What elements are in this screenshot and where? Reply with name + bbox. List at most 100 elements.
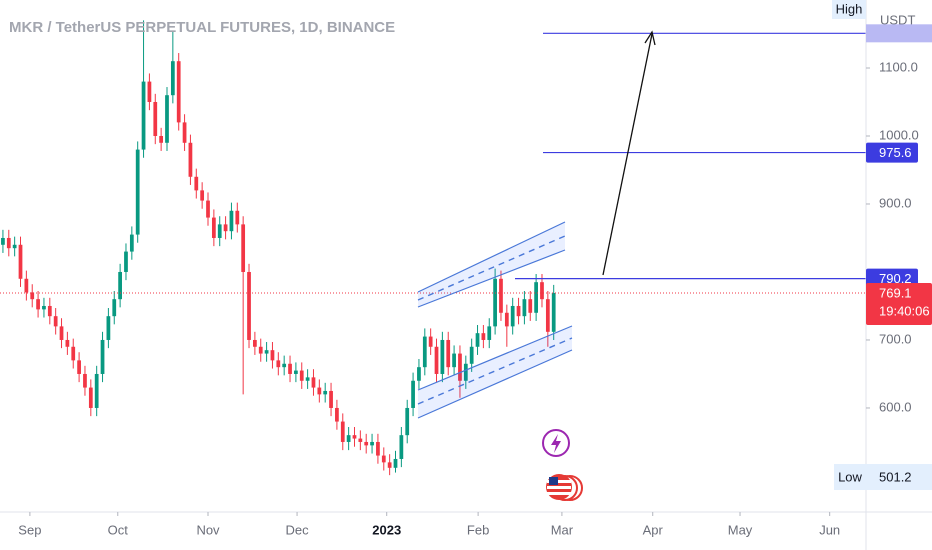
candle-body — [376, 441, 380, 456]
candle-body — [276, 360, 281, 368]
x-tick-label: Oct — [108, 522, 129, 537]
flag-icon[interactable] — [546, 474, 583, 501]
candle-body — [381, 455, 386, 463]
candle-body — [458, 353, 462, 381]
arrow-head — [644, 30, 656, 46]
y-tick-label: 1100.0 — [879, 59, 918, 74]
flag-stripe — [547, 480, 571, 483]
x-tick-label: Apr — [643, 522, 664, 537]
x-tick-label: Jun — [819, 522, 840, 537]
candle-body — [88, 387, 93, 408]
candle-body — [247, 271, 251, 340]
candle-body — [305, 377, 310, 381]
channel-line — [417, 325, 573, 391]
candle-body — [399, 435, 404, 459]
candle-body — [522, 299, 527, 317]
candle-body — [417, 367, 421, 381]
channel-upper — [417, 221, 566, 308]
x-tick-label: Nov — [196, 522, 220, 537]
candle-body — [83, 373, 87, 388]
high-tag: High — [836, 1, 863, 16]
arrow-line — [602, 33, 653, 276]
candle-body — [176, 61, 181, 123]
y-tick-label: 600.0 — [879, 399, 912, 414]
candle-body — [141, 81, 146, 150]
candle-body — [42, 305, 46, 310]
candle-body — [206, 200, 210, 218]
candle-body — [159, 135, 164, 143]
candle-body — [182, 122, 187, 143]
candle-body — [18, 244, 23, 279]
candle-body — [223, 224, 228, 232]
event-icon[interactable] — [542, 429, 570, 457]
channel-line — [417, 221, 566, 293]
candle-body — [65, 339, 70, 347]
channel-mid — [417, 337, 573, 405]
high-tag-box — [832, 0, 866, 19]
arrow — [602, 30, 656, 276]
candle-body — [24, 278, 29, 293]
candle-body — [194, 176, 199, 191]
flag-stripe — [547, 492, 571, 495]
chart-title: MKR / TetherUS PERPETUAL FUTURES, 1D, BI… — [9, 19, 395, 36]
candle-body — [540, 282, 544, 300]
channel-fill — [418, 222, 565, 307]
low-value: 501.2 — [879, 469, 912, 484]
level-price-box — [866, 142, 918, 163]
candle-body — [317, 387, 322, 395]
last-price-box — [866, 282, 932, 325]
x-tick-label: May — [728, 522, 753, 537]
low-tag: Low — [838, 469, 862, 484]
candle-body — [253, 339, 257, 347]
candle-body — [311, 377, 316, 388]
candle-body — [534, 282, 538, 313]
y-axis-label: USDT — [880, 12, 915, 27]
candle-body — [106, 316, 111, 340]
last-price-label: 769.1 — [879, 285, 912, 300]
candle-body — [516, 305, 521, 317]
candle-body — [411, 380, 415, 408]
candle-body — [346, 435, 351, 442]
candle-body — [405, 407, 410, 436]
candle-body — [258, 346, 263, 354]
candle-body — [428, 336, 433, 347]
candle-body — [475, 333, 480, 347]
x-tick-label: Feb — [467, 522, 489, 537]
candle-body — [53, 316, 58, 327]
candle-body — [299, 370, 304, 381]
candle-body — [71, 346, 76, 361]
candle-body — [387, 462, 392, 468]
channel-mid — [417, 235, 566, 301]
level-price-box — [866, 24, 932, 43]
candle-body — [364, 441, 369, 446]
channel-lower — [417, 325, 573, 419]
candle-body — [528, 299, 533, 313]
candle-body — [352, 435, 357, 439]
candle-body — [493, 278, 497, 327]
candle-body — [264, 350, 269, 354]
candle-body — [422, 336, 427, 368]
candle-body — [510, 305, 515, 327]
candle-body — [59, 326, 64, 340]
candle-body — [217, 224, 222, 238]
candle-body — [135, 149, 140, 235]
channel-line — [417, 349, 573, 419]
candle-body — [100, 339, 105, 374]
candle-body — [211, 217, 216, 238]
countdown-label: 19:40:06 — [879, 303, 930, 318]
x-tick-label: Mar — [551, 522, 574, 537]
candle-body — [370, 441, 374, 446]
candle-body — [235, 210, 240, 225]
candle-body — [481, 333, 486, 340]
candle-body — [153, 101, 158, 136]
candle-body — [147, 81, 152, 102]
candle-body — [1, 237, 5, 245]
candle-body — [463, 363, 468, 381]
candle-body — [504, 312, 509, 327]
y-tick-label: 1000.0 — [879, 127, 919, 142]
candle-body — [487, 326, 492, 340]
